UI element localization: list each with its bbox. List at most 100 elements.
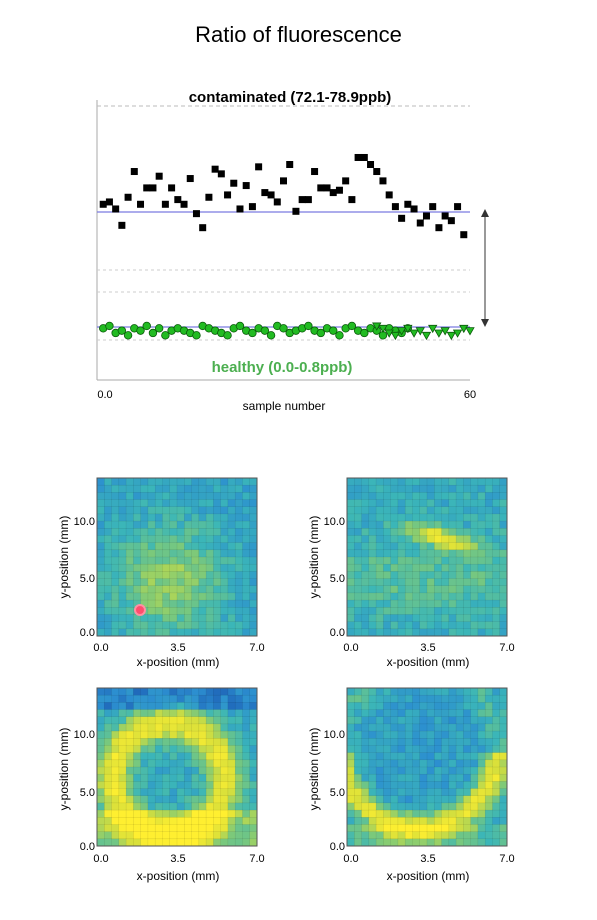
heatmap-cell [484, 477, 494, 486]
heatmap-cell [426, 499, 435, 508]
heatmap-cell [140, 831, 149, 840]
heatmap-cell [434, 492, 443, 501]
heatmap-cell [383, 694, 392, 703]
heatmap-cell [383, 506, 392, 515]
heatmap-cell [140, 702, 149, 711]
heatmap-cell [397, 766, 406, 775]
heatmap-cell [213, 802, 222, 811]
heatmap-cell [368, 723, 377, 732]
heatmap-cell [191, 477, 200, 486]
heatmap-cell [249, 513, 258, 522]
heatmap-cell [441, 599, 450, 608]
heatmap-cell [361, 535, 370, 544]
heatmap-cell [455, 795, 464, 804]
heatmap-cell [492, 621, 501, 630]
heatmap-cell [441, 781, 450, 790]
heatmap-cell [198, 766, 207, 775]
heatmap-cell [154, 773, 164, 782]
heatmap-cell [463, 831, 472, 840]
heatmap-cell [397, 752, 406, 761]
heatmap-cell [198, 738, 207, 747]
heatmap-cell [191, 542, 200, 551]
heatmap-cell [118, 687, 127, 696]
heatmap-cell [125, 702, 134, 711]
heatmap-cell [492, 599, 501, 608]
heatmap-cell [234, 831, 244, 840]
heatmap-cell [426, 563, 435, 572]
heatmap-cell [484, 599, 494, 608]
heatmap-cell [140, 759, 149, 768]
x-axis-label: x-position (mm) [387, 869, 470, 883]
heatmap-cell [154, 614, 164, 623]
heatmap-cell [434, 781, 443, 790]
heatmap-cell [169, 477, 178, 486]
heatmap-cell [191, 614, 200, 623]
heatmap-cell [220, 571, 229, 580]
contaminated-point [211, 165, 219, 173]
heatmap-cell [375, 492, 384, 501]
heatmap-cell [354, 563, 363, 572]
heatmap-cell [368, 621, 377, 630]
heatmap-cell [455, 585, 464, 594]
heatmap-cell [191, 520, 200, 529]
heatmap-cell [96, 817, 105, 826]
heatmap-cell [184, 831, 193, 840]
heatmap-cell [227, 838, 236, 847]
heatmap-cell [133, 513, 142, 522]
heatmap-cell [191, 809, 200, 818]
heatmap-cell [154, 528, 164, 537]
heatmap-cell [426, 477, 435, 486]
heatmap-cell [463, 752, 472, 761]
heatmap-cell [397, 838, 406, 847]
heatmap-cell [434, 571, 443, 580]
heatmap-cell [242, 477, 251, 486]
heatmap-cell [205, 578, 214, 587]
heatmap-cell [242, 571, 251, 580]
heatmap-cell [125, 838, 134, 847]
heatmap-cell [184, 838, 193, 847]
heatmap-cell [361, 484, 370, 493]
heatmap-cell [220, 484, 229, 493]
heatmap-cell [354, 614, 363, 623]
heatmap-cell [404, 571, 414, 580]
heatmap-cell [368, 838, 377, 847]
heatmap-cell [169, 752, 178, 761]
heatmap-cell [118, 506, 127, 515]
heatmap-cell [404, 492, 414, 501]
heatmap-border [346, 477, 508, 637]
x-tick-label-0: 0.0 [97, 389, 112, 401]
heatmap-cell [96, 745, 105, 754]
heatmap-cell [162, 535, 171, 544]
heatmap-cell [242, 499, 251, 508]
heatmap-cell [455, 709, 464, 718]
heatmap-cell [499, 513, 508, 522]
heatmap-cell [492, 556, 501, 565]
heatmap-cell [176, 477, 185, 486]
heatmap-cell [361, 702, 370, 711]
heatmap-cell [147, 694, 156, 703]
heatmap-cell [412, 621, 421, 630]
heatmap-cell [390, 831, 399, 840]
heatmap-cell [419, 716, 428, 725]
heatmap-cell [383, 716, 392, 725]
heatmap-cell [96, 535, 105, 544]
heatmap-cell [426, 571, 435, 580]
heatmap-cell [419, 542, 428, 551]
heatmap-cell [426, 492, 435, 501]
heatmap-cell [426, 585, 435, 594]
heatmap-cell [111, 528, 120, 537]
heatmap-cell [383, 781, 392, 790]
heatmap-cell [419, 571, 428, 580]
heatmap-cell [404, 745, 414, 754]
heatmap-cell [419, 592, 428, 601]
heatmap-cell [184, 621, 193, 630]
heatmap-cell [361, 817, 370, 826]
heatmap-cell [242, 549, 251, 558]
heatmap-cell [419, 599, 428, 608]
heatmap-cell [242, 506, 251, 515]
heatmap-cell [448, 766, 457, 775]
heatmap-cell [198, 513, 207, 522]
heatmap-cell [169, 788, 178, 797]
heatmap-cell [205, 621, 214, 630]
heatmap-panel-4: 10.0 5.0 0.0 0.0 3.5 7.0 x-position (mm)… [307, 687, 515, 883]
